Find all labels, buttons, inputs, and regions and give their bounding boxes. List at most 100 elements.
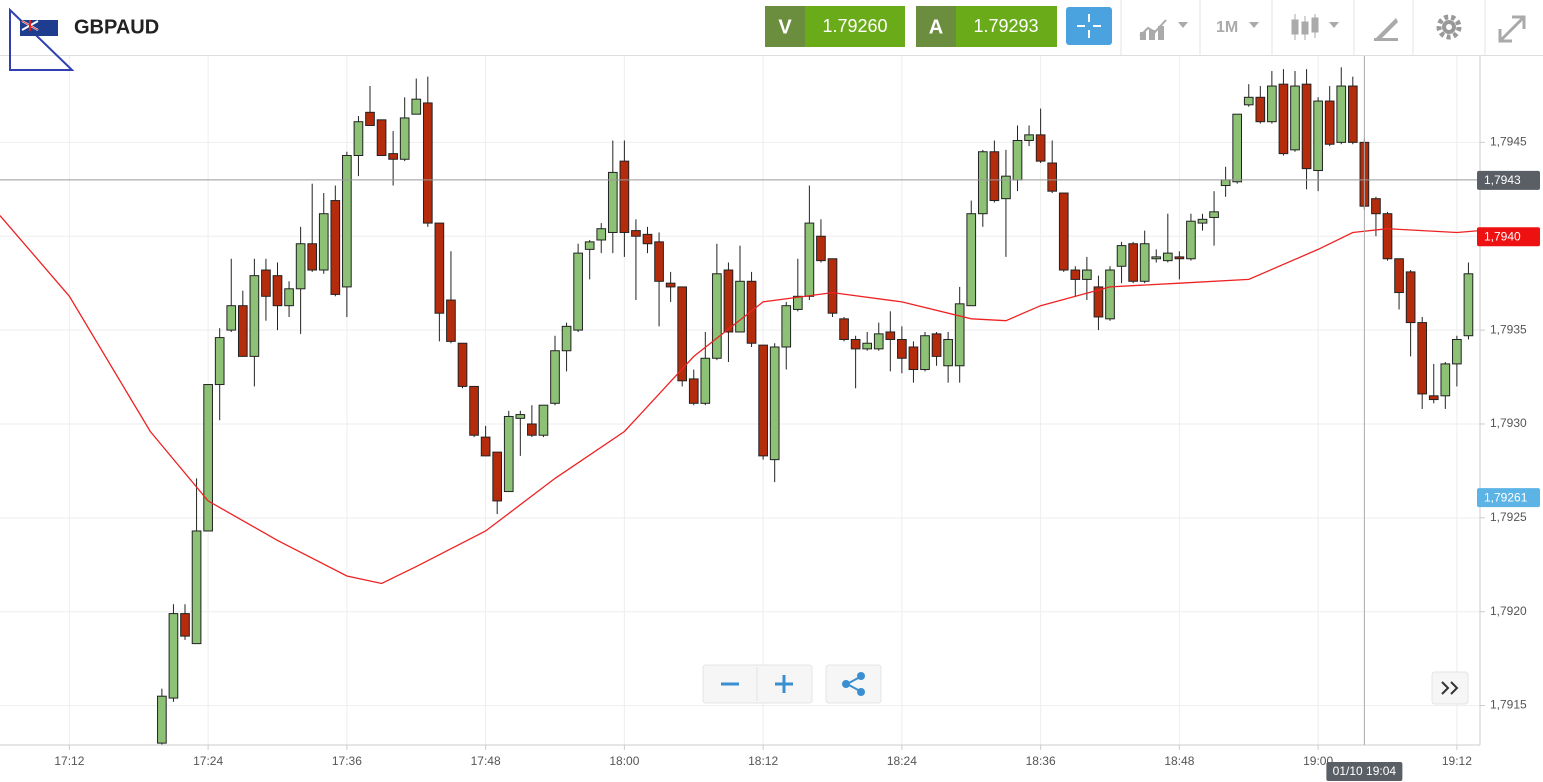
overlays: 1,7943 1,7940 1,79261 01/10 19:04 bbox=[1326, 56, 1540, 781]
price-label: 1,7940 bbox=[1484, 229, 1521, 243]
zoom-controls[interactable] bbox=[702, 664, 813, 704]
candle-body bbox=[515, 414, 526, 419]
candle-body bbox=[503, 415, 514, 493]
candle-body bbox=[931, 333, 942, 357]
x-tick-label: 17:12 bbox=[54, 754, 84, 768]
ask-price: 1.79293 bbox=[973, 16, 1038, 36]
candle-body bbox=[561, 325, 572, 352]
candle-body bbox=[249, 275, 260, 357]
candle-body bbox=[434, 222, 445, 314]
price-label-box bbox=[1477, 170, 1540, 190]
moving-average-line bbox=[0, 215, 1480, 585]
candle-body bbox=[1371, 198, 1381, 215]
candle-body bbox=[1139, 243, 1150, 282]
candle-body bbox=[527, 423, 537, 436]
share-button[interactable] bbox=[825, 664, 882, 704]
candle-body bbox=[654, 241, 664, 282]
candle-body bbox=[1243, 96, 1254, 106]
draw-tools-button[interactable] bbox=[1374, 18, 1398, 41]
candle-body bbox=[792, 295, 803, 310]
candle-body bbox=[342, 155, 352, 288]
buy-button[interactable]: A 1.79293 bbox=[916, 6, 1057, 47]
candle-body bbox=[677, 286, 688, 382]
bid-label: V bbox=[778, 16, 792, 38]
candle-body bbox=[758, 344, 768, 457]
candle-body bbox=[746, 280, 757, 344]
x-tick-label: 19:00 bbox=[1303, 754, 1333, 768]
toolbar-separators bbox=[1120, 0, 1486, 55]
candle-body bbox=[1440, 363, 1451, 397]
sell-button[interactable]: V 1.79260 bbox=[765, 6, 905, 47]
chart-type-button[interactable] bbox=[1139, 19, 1188, 40]
candle-body bbox=[1452, 338, 1462, 365]
x-tick-label: 18:12 bbox=[748, 754, 778, 768]
x-tick-label: 18:36 bbox=[1026, 754, 1056, 768]
price-label: 1,79261 bbox=[1484, 490, 1528, 504]
flag-icon bbox=[20, 20, 58, 36]
candle-body bbox=[735, 280, 745, 333]
candle-body bbox=[1220, 179, 1231, 187]
candle-body bbox=[781, 305, 792, 348]
candle-body bbox=[850, 338, 861, 350]
candle-body bbox=[191, 530, 202, 645]
candle-body bbox=[318, 213, 329, 271]
grid bbox=[0, 56, 1480, 745]
candle-body bbox=[1128, 243, 1138, 282]
fullscreen-button[interactable] bbox=[1498, 15, 1526, 43]
candle-body bbox=[261, 269, 271, 297]
candle-body bbox=[1070, 269, 1081, 280]
x-tick-label: 18:00 bbox=[609, 754, 639, 768]
candle-body bbox=[1197, 218, 1208, 224]
candle-body bbox=[642, 233, 653, 245]
candle-body bbox=[619, 160, 630, 233]
candle-body bbox=[1428, 395, 1439, 401]
candle-body bbox=[908, 346, 919, 371]
candle-body bbox=[862, 342, 873, 350]
y-tick-label: 1,7945 bbox=[1490, 135, 1527, 149]
candle-body bbox=[1382, 213, 1393, 260]
candle-body bbox=[1209, 211, 1219, 218]
candle-body bbox=[1012, 139, 1023, 181]
candle-body bbox=[1463, 273, 1474, 337]
settings-button[interactable] bbox=[1436, 14, 1462, 40]
crosshair-button[interactable] bbox=[1066, 7, 1112, 45]
candles-button[interactable] bbox=[1291, 14, 1339, 40]
candle-body bbox=[943, 338, 953, 367]
candle-body bbox=[307, 243, 318, 271]
candle-body bbox=[596, 228, 607, 241]
candle-body bbox=[1082, 269, 1092, 280]
candle-body bbox=[1324, 100, 1335, 145]
candle-body bbox=[1058, 192, 1069, 271]
candle-body bbox=[157, 695, 167, 744]
y-tick-label: 1,7930 bbox=[1490, 416, 1527, 430]
candle-body bbox=[665, 282, 676, 288]
candle-body bbox=[388, 153, 398, 160]
bid-price: 1.79260 bbox=[822, 16, 887, 36]
candle-body bbox=[1151, 256, 1162, 260]
candle-body bbox=[422, 102, 433, 224]
candle-body bbox=[1313, 100, 1323, 172]
candle-body bbox=[897, 338, 907, 359]
candle-body bbox=[1301, 83, 1312, 170]
symbol: GBPAUD bbox=[74, 16, 159, 38]
candle-body bbox=[399, 117, 410, 160]
candle-body bbox=[954, 303, 965, 367]
candle-body bbox=[1001, 175, 1011, 200]
candle-body bbox=[827, 258, 838, 314]
candle-body bbox=[237, 305, 248, 357]
scroll-latest-button[interactable] bbox=[1431, 671, 1469, 705]
crosshair-label-box bbox=[1326, 762, 1403, 781]
timeframe: 1M bbox=[1216, 19, 1238, 36]
ask-label: A bbox=[929, 16, 943, 38]
candle-body bbox=[804, 222, 815, 297]
candle-body bbox=[1035, 134, 1046, 162]
candle-body bbox=[284, 288, 294, 307]
candle-body bbox=[203, 384, 213, 532]
price-label-box bbox=[1477, 227, 1540, 247]
candle-body bbox=[700, 357, 711, 404]
x-tick-label: 18:48 bbox=[1164, 754, 1194, 768]
timeframe-button[interactable]: 1M bbox=[1216, 19, 1259, 36]
candle-body bbox=[1394, 258, 1404, 294]
candle-body bbox=[966, 213, 977, 307]
candle-body bbox=[1047, 162, 1058, 192]
